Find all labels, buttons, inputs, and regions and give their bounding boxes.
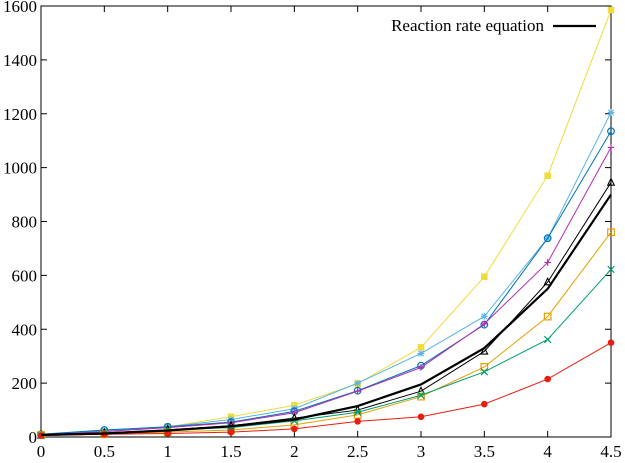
series-line: [40, 269, 612, 437]
y-tick-label: 1400: [3, 51, 37, 70]
data-series: [37, 339, 615, 439]
point-marker: [291, 401, 298, 409]
x-axis-labels: 0 0.5 1 1.5 2 2.5 3 3.5 4 4.5: [37, 442, 622, 461]
x-tick-label: 2.5: [347, 442, 368, 461]
point-marker: [354, 379, 361, 387]
series-line: [40, 147, 612, 436]
point-marker: [607, 228, 615, 237]
plot-area: Reaction rate equation: [36, 5, 616, 440]
x-tick-label: 0.5: [94, 442, 115, 461]
point-marker: [291, 425, 298, 433]
series-layer: [36, 6, 616, 440]
point-marker: [417, 350, 425, 357]
x-tick-label: 1: [163, 442, 172, 461]
x-tick-label: 3.5: [474, 442, 495, 461]
x-tick-label: 3: [417, 442, 426, 461]
point-marker: [607, 109, 615, 116]
y-axis-labels: 0 200 400 600 800 1000 1200 1400 1600: [3, 0, 37, 447]
point-marker: [607, 339, 615, 347]
point-marker: [417, 413, 425, 421]
point-marker: [543, 312, 552, 321]
series-line: [40, 342, 612, 437]
x-tick-label: 4.5: [600, 442, 621, 461]
point-marker: [291, 405, 298, 413]
y-tick-label: 1000: [3, 159, 37, 178]
legend: Reaction rate equation: [391, 16, 596, 35]
series-line: [40, 112, 612, 436]
point-marker: [606, 177, 616, 186]
point-marker: [481, 400, 488, 408]
series-line: [40, 231, 612, 436]
x-tick-label: 2: [290, 442, 299, 461]
x-tick-label: 4: [543, 442, 552, 461]
data-series: [40, 193, 612, 436]
point-marker: [417, 343, 425, 351]
plot-frame: [40, 5, 612, 438]
series-line: [40, 131, 612, 435]
data-series: [37, 109, 615, 439]
point-marker: [480, 346, 489, 355]
data-series: [37, 228, 615, 440]
point-marker: [481, 320, 488, 328]
point-marker: [543, 234, 552, 243]
point-marker: [544, 172, 551, 180]
point-marker: [543, 335, 552, 344]
point-marker: [480, 363, 489, 371]
y-tick-label: 1200: [3, 105, 37, 124]
point-marker: [164, 430, 171, 437]
legend-label: Reaction rate equation: [391, 16, 544, 35]
y-tick-label: 600: [12, 266, 38, 285]
point-marker: [543, 276, 552, 286]
data-series: [37, 127, 615, 439]
axis-ticks: [40, 5, 612, 438]
point-marker: [481, 313, 488, 320]
point-marker: [544, 259, 551, 266]
point-marker: [416, 386, 426, 395]
y-tick-label: 1600: [3, 0, 37, 16]
point-marker: [354, 387, 361, 395]
point-marker: [607, 144, 615, 151]
data-series: [37, 6, 615, 438]
x-tick-label: 0: [37, 442, 46, 461]
series-line: [40, 193, 612, 436]
x-tick-label: 1.5: [220, 442, 241, 461]
y-tick-label: 800: [12, 213, 38, 232]
point-marker: [354, 418, 361, 425]
y-tick-label: 0: [29, 428, 38, 447]
point-marker: [417, 364, 425, 371]
point-marker: [227, 428, 235, 436]
y-tick-label: 200: [12, 374, 38, 393]
point-marker: [417, 391, 425, 399]
point-marker: [481, 273, 488, 281]
point-marker: [480, 368, 489, 376]
point-marker: [544, 375, 551, 383]
series-line: [40, 9, 612, 435]
point-marker: [607, 127, 615, 136]
point-marker: [607, 6, 615, 14]
y-tick-label: 400: [12, 320, 38, 339]
point-marker: [353, 408, 362, 416]
point-marker: [607, 265, 615, 274]
